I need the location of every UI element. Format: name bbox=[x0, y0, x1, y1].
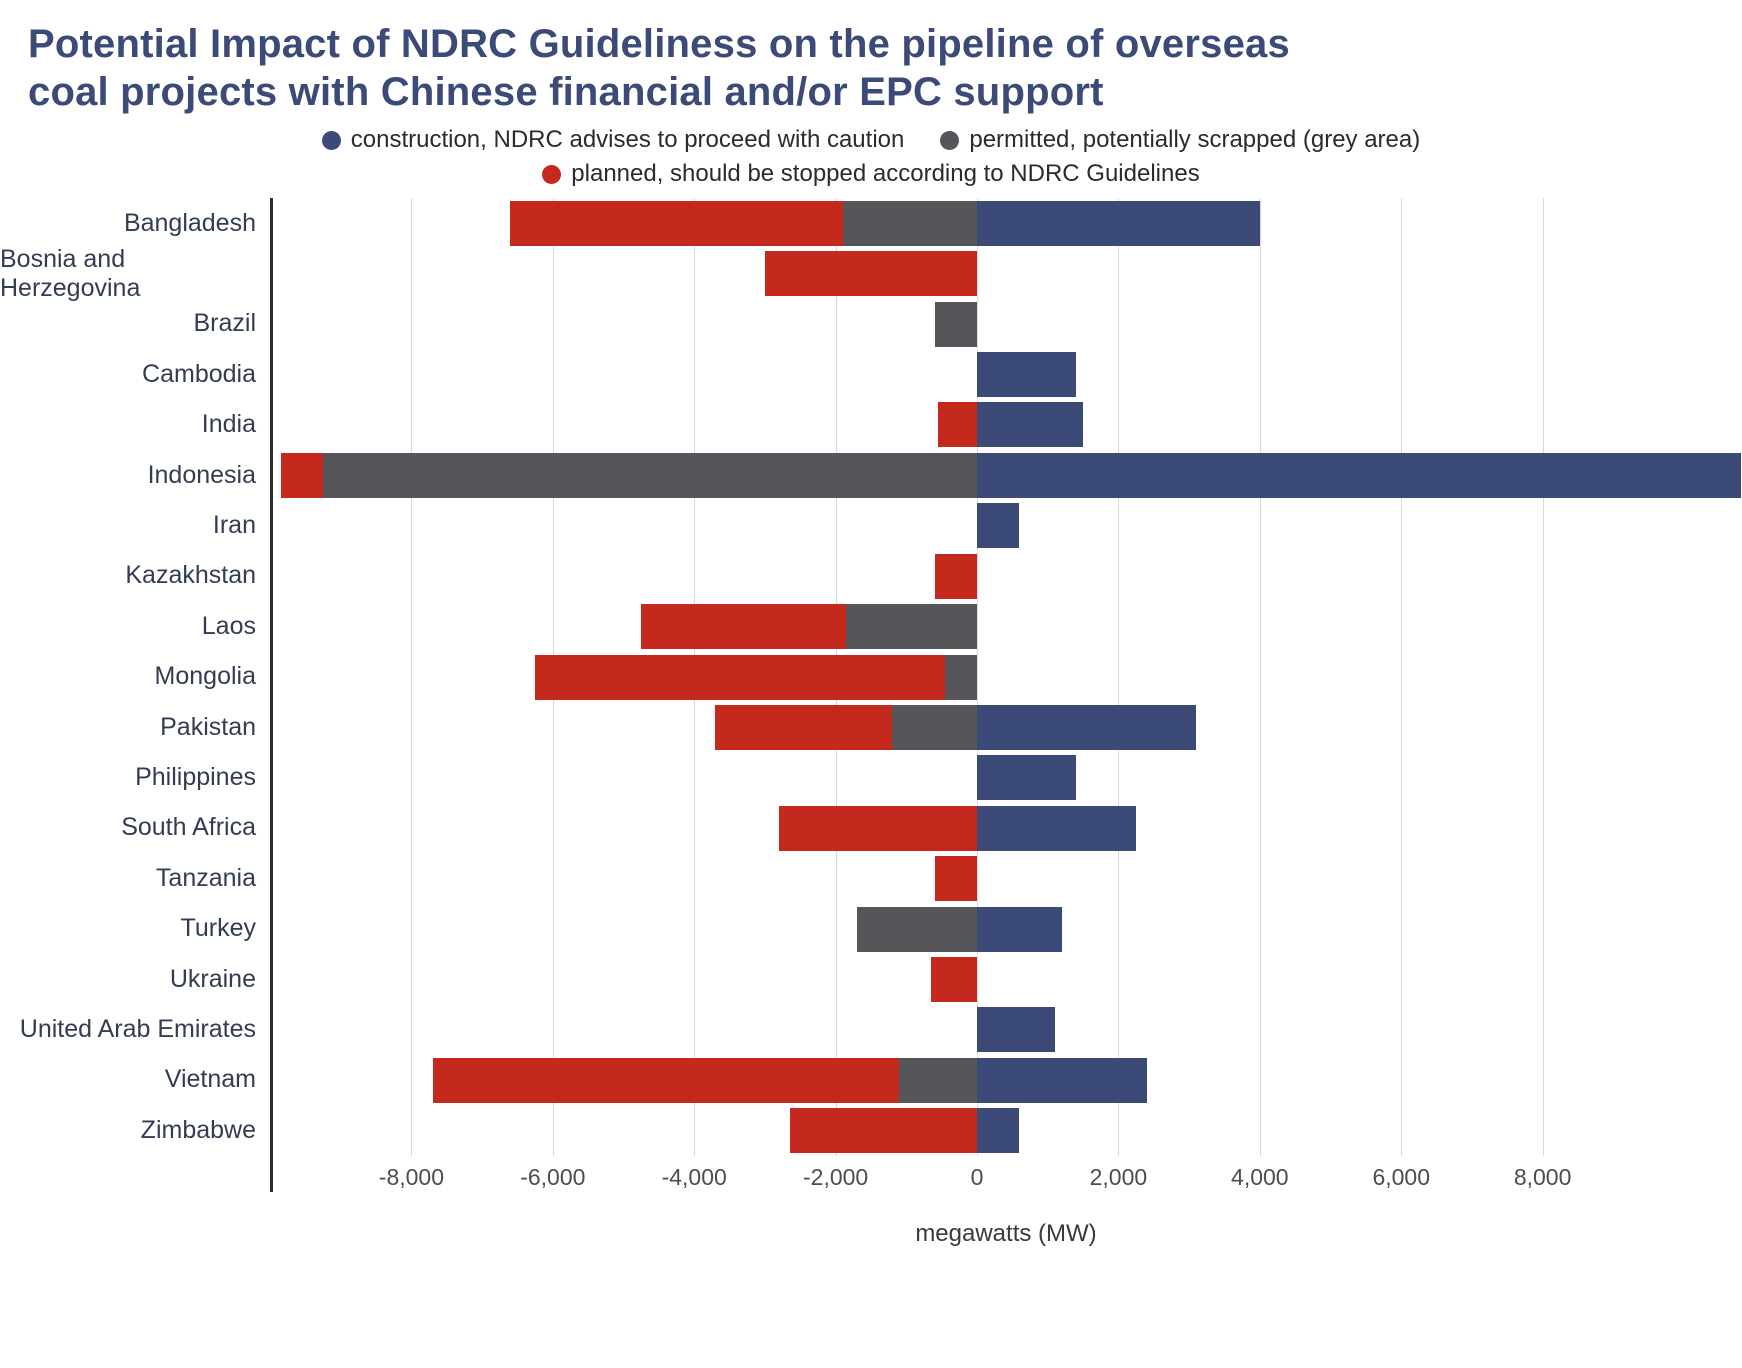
legend-label: construction, NDRC advises to proceed wi… bbox=[350, 126, 905, 153]
legend-label: planned, should be stopped according to … bbox=[571, 160, 1200, 187]
category-label: Vietnam bbox=[164, 1065, 256, 1094]
x-tick-label: 6,000 bbox=[1372, 1164, 1430, 1190]
category-label: Bosnia and Herzegovina bbox=[0, 244, 141, 302]
bar-segment bbox=[977, 1108, 1020, 1154]
bar-segment bbox=[899, 1057, 977, 1103]
category-label: Pakistan bbox=[160, 712, 256, 741]
bar-segment bbox=[789, 1108, 977, 1154]
category-label: Kazakhstan bbox=[125, 561, 256, 590]
bar-segment bbox=[977, 1057, 1147, 1103]
x-tick-label: 8,000 bbox=[1513, 1164, 1572, 1190]
bar-segment bbox=[323, 452, 977, 498]
bar-segment bbox=[934, 301, 977, 347]
category-label: Zimbabwe bbox=[140, 1115, 256, 1144]
bar-segment bbox=[977, 805, 1137, 851]
gridline bbox=[1118, 198, 1120, 1156]
bar-segment bbox=[432, 1057, 900, 1103]
y-axis-line bbox=[270, 198, 273, 1192]
gridline bbox=[1401, 198, 1403, 1156]
legend-item-0: construction, NDRC advises to proceed wi… bbox=[321, 126, 905, 154]
category-label: South Africa bbox=[121, 813, 256, 842]
gridline bbox=[1259, 198, 1261, 1156]
x-tick-label: 2,000 bbox=[1089, 1164, 1148, 1190]
y-axis-labels: Bangladesh Bosnia and Herzegovina Brazil Ca… bbox=[0, 198, 270, 1156]
x-axis-ticks: -8,000 -6,000 -4,000 -2,000 0 2,000 4,000 6,000… bbox=[270, 1156, 1742, 1192]
bar-segment bbox=[934, 553, 977, 599]
x-tick-label: -8,000 bbox=[378, 1164, 444, 1190]
category-label: Mongolia bbox=[154, 662, 256, 691]
x-tick-label: 4,000 bbox=[1231, 1164, 1289, 1190]
x-tick-label: -4,000 bbox=[661, 1164, 727, 1190]
bar-segment bbox=[977, 402, 1084, 448]
bar-segment bbox=[764, 251, 977, 297]
legend: construction, NDRC advises to proceed wi… bbox=[251, 126, 1491, 188]
bar-segment bbox=[280, 452, 323, 498]
category-label: Laos bbox=[201, 611, 256, 640]
category-label: India bbox=[201, 410, 256, 439]
category-label: Iran bbox=[212, 511, 256, 540]
bar-segment bbox=[938, 402, 977, 448]
bar-segment bbox=[977, 704, 1197, 750]
bar-segment bbox=[856, 906, 977, 952]
category-label: Philippines bbox=[135, 762, 256, 791]
bar-segment bbox=[846, 604, 977, 650]
bar-segment bbox=[931, 957, 977, 1003]
bar-segment bbox=[715, 704, 893, 750]
bar-segment bbox=[892, 704, 977, 750]
bar-segment bbox=[641, 604, 847, 650]
category-label: Indonesia bbox=[147, 460, 256, 489]
bar-segment bbox=[977, 906, 1062, 952]
x-tick-label: -6,000 bbox=[520, 1164, 586, 1190]
bar-segment bbox=[945, 654, 977, 700]
category-label: Ukraine bbox=[169, 964, 256, 993]
category-label: United Arab Emirates bbox=[19, 1014, 256, 1043]
legend-dot-icon bbox=[321, 130, 341, 150]
x-axis-title: megawatts (MW) bbox=[915, 1220, 1097, 1247]
legend-item-1: permitted, potentially scrapped (grey ar… bbox=[940, 126, 1420, 154]
bar-segment bbox=[977, 351, 1076, 397]
category-label: Cambodia bbox=[142, 359, 256, 388]
category-label: Turkey bbox=[180, 914, 256, 943]
plot-area bbox=[270, 198, 1742, 1192]
x-tick-label: 0 bbox=[970, 1164, 984, 1190]
category-label: Brazil bbox=[193, 309, 256, 338]
bar-segment bbox=[977, 1007, 1055, 1053]
chart-title: Potential Impact of NDRC Guideliness on … bbox=[28, 22, 1290, 114]
bar-segment bbox=[977, 200, 1260, 246]
legend-dot-icon bbox=[940, 130, 960, 150]
bar-segment bbox=[934, 856, 977, 902]
bar-segment bbox=[977, 503, 1020, 549]
legend-item-2: planned, should be stopped according to … bbox=[542, 160, 1200, 188]
bar-segment bbox=[842, 200, 977, 246]
gridline bbox=[1542, 198, 1544, 1156]
bar-segment bbox=[510, 200, 843, 246]
chart: Bangladesh Bosnia and Herzegovina Brazil Ca… bbox=[0, 198, 1742, 1248]
category-label: Bangladesh bbox=[123, 208, 256, 237]
category-label: Tanzania bbox=[155, 863, 256, 892]
legend-label: permitted, potentially scrapped (grey ar… bbox=[969, 126, 1421, 153]
bar-segment bbox=[977, 452, 1741, 498]
legend-dot-icon bbox=[542, 164, 562, 184]
x-tick-label: -2,000 bbox=[803, 1164, 869, 1190]
bar-segment bbox=[779, 805, 977, 851]
gridline bbox=[977, 198, 978, 1156]
bar-segment bbox=[977, 755, 1076, 801]
gridline bbox=[411, 198, 413, 1156]
plot-wrap: Bangladesh Bosnia and Herzegovina Brazil Ca… bbox=[0, 198, 1742, 1192]
bar-segment bbox=[535, 654, 946, 700]
